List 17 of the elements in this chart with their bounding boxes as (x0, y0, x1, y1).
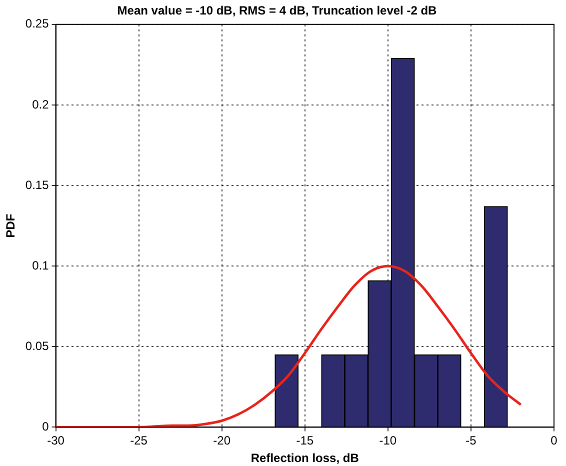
y-tick-label: 0.25 (25, 16, 50, 31)
x-tick-label: 0 (550, 434, 558, 448)
y-tick-label: 0.15 (25, 178, 50, 192)
chart-title: Mean value = -10 dB, RMS = 4 dB, Truncation level -2 dB (117, 4, 438, 18)
x-tick-label: -10 (379, 434, 397, 448)
y-axis-title: PDF (4, 214, 18, 238)
x-tick-label: -20 (213, 434, 231, 448)
x-tick-label: -5 (466, 434, 477, 448)
y-tick-label: 0.2 (32, 97, 50, 112)
x-axis-title: Reflection loss, dB (250, 451, 360, 466)
y-tick-label: 0 (42, 420, 50, 434)
x-tick-label: -15 (296, 434, 314, 448)
x-tick-label: -30 (47, 434, 65, 448)
y-tick-label: 0.05 (25, 338, 50, 353)
x-tick-label: -25 (130, 434, 148, 448)
line-series (56, 264, 522, 428)
y-tick-label: 0.1 (32, 258, 50, 272)
